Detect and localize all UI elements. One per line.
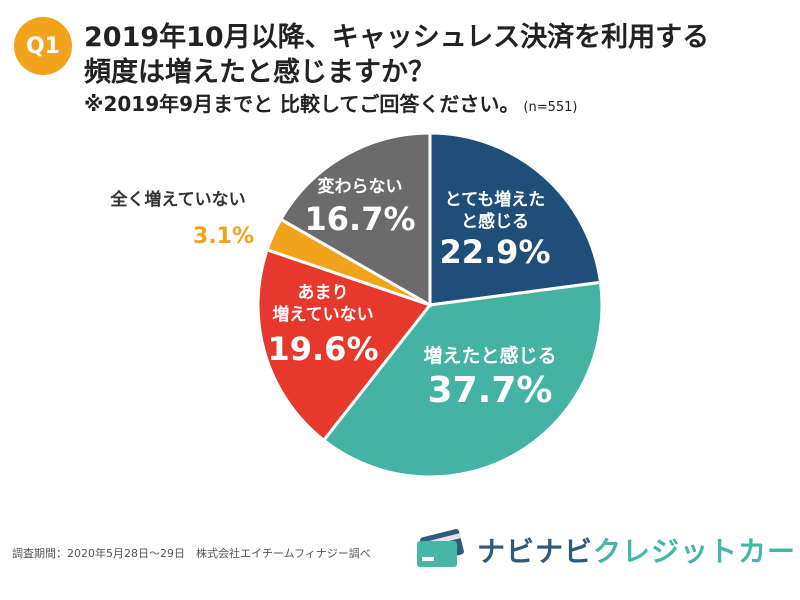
sample-size: (n=551) <box>523 100 578 115</box>
slice-label-text: 増えたと感じる <box>423 344 556 367</box>
slice-label-text: 全く増えていない <box>109 189 245 210</box>
pie-slice-increased <box>321 280 604 479</box>
pie-slices <box>256 131 604 479</box>
slice-label-not-increased-at-all: 全く増えていない 3.1% <box>109 189 255 251</box>
question-title-line-1: 2019年10月以降、キャッシュレス決済を利用する <box>84 22 710 53</box>
slice-label-text: 変わらない <box>318 176 403 197</box>
slice-value-not-increased-at-all: 3.1% <box>193 224 254 249</box>
question-title-line-2: 頻度は増えたと感じますか？ <box>84 57 435 88</box>
slice-value-not-much-increased: 19.6% <box>267 330 378 368</box>
pie-slice-very-increased <box>428 131 603 307</box>
pie-slice-unchanged <box>278 131 432 308</box>
question-note: ※2019年9月までと 比較してご回答ください。 (n=551) <box>84 88 577 117</box>
slice-value-increased: 37.7% <box>428 370 553 411</box>
slice-label-unchanged: 変わらない 16.7% <box>304 176 415 238</box>
brand-name: ナビナビクレジットカード <box>477 530 800 570</box>
credit-card-icon <box>417 529 464 567</box>
survey-note: 調査期間：2020年5月28日〜29日 株式会社エイチームフィナジー調べ <box>12 547 371 560</box>
slice-value-very-increased: 22.9% <box>439 233 550 271</box>
slice-label-text: と感じる <box>461 211 529 232</box>
slice-label-text: 増えていない <box>272 304 373 325</box>
slice-label-text: あまり <box>298 283 349 303</box>
slice-label-increased: 増えたと感じる 37.7% <box>423 344 556 411</box>
note-text: ※2019年9月までと 比較してご回答ください。 <box>84 92 520 116</box>
slice-label-text: とても増えた <box>445 189 546 210</box>
brand-logo: ナビナビクレジットカード <box>415 525 800 575</box>
slice-value-unchanged: 16.7% <box>304 200 415 238</box>
question-badge: Q1 <box>14 17 72 75</box>
pie-slice-not-much-increased <box>256 247 433 443</box>
brand-accent-text: クレジットカード <box>593 535 800 568</box>
brand-main-text: ナビナビ <box>477 535 594 568</box>
